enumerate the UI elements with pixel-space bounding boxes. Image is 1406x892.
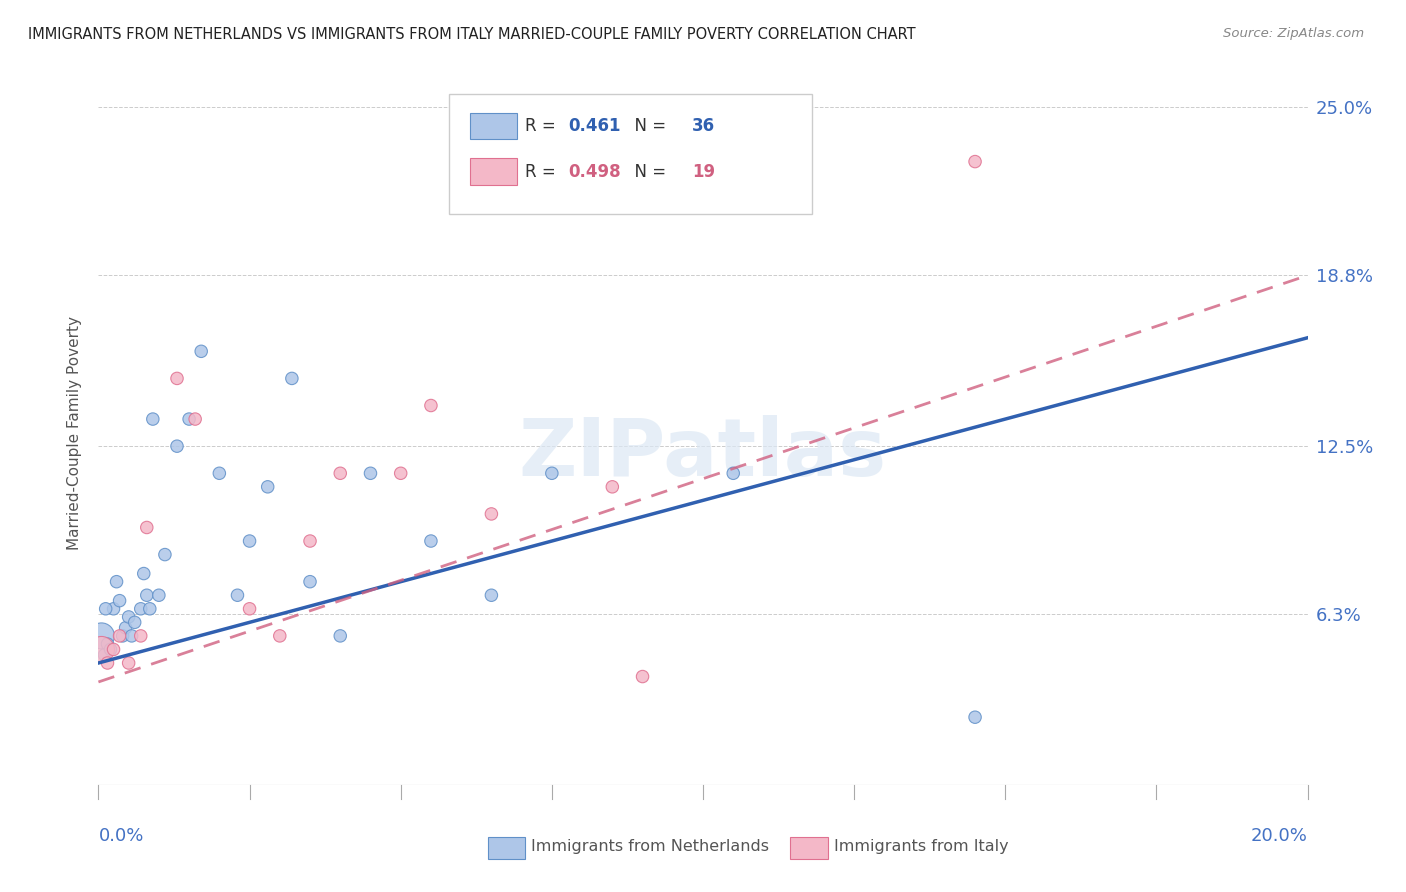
Point <box>481 588 503 602</box>
Text: R =: R = <box>524 163 561 181</box>
Point <box>90 642 112 657</box>
Point <box>103 601 125 615</box>
Text: 19: 19 <box>692 163 716 181</box>
Point <box>226 588 249 602</box>
FancyBboxPatch shape <box>470 112 516 139</box>
Point <box>239 534 262 549</box>
FancyBboxPatch shape <box>488 837 526 859</box>
Point <box>108 629 131 643</box>
Point <box>96 656 118 670</box>
Point <box>105 574 128 589</box>
Point <box>166 371 188 385</box>
Point <box>103 642 125 657</box>
Point <box>100 642 122 657</box>
Point <box>631 669 654 683</box>
Point <box>256 480 278 494</box>
Text: 36: 36 <box>692 117 716 135</box>
Point <box>132 566 155 581</box>
Text: N =: N = <box>624 163 672 181</box>
Point <box>329 467 352 481</box>
Text: Immigrants from Italy: Immigrants from Italy <box>834 839 1008 855</box>
Point <box>540 467 562 481</box>
Point <box>602 480 624 494</box>
Point <box>139 601 162 615</box>
Point <box>299 574 322 589</box>
Point <box>114 621 136 635</box>
Point <box>481 507 503 521</box>
Point <box>239 601 262 615</box>
Text: R =: R = <box>524 117 561 135</box>
Text: N =: N = <box>624 117 672 135</box>
FancyBboxPatch shape <box>790 837 828 859</box>
Point <box>124 615 146 630</box>
Text: Source: ZipAtlas.com: Source: ZipAtlas.com <box>1223 27 1364 40</box>
Point <box>299 534 322 549</box>
Point <box>94 601 117 615</box>
Point <box>148 588 170 602</box>
Text: 20.0%: 20.0% <box>1251 827 1308 846</box>
Point <box>135 520 157 534</box>
Point <box>166 439 188 453</box>
Point <box>184 412 207 426</box>
Point <box>281 371 304 385</box>
FancyBboxPatch shape <box>470 159 516 186</box>
Point <box>153 548 176 562</box>
Point <box>121 629 143 643</box>
Point <box>96 637 118 651</box>
Point <box>329 629 352 643</box>
Y-axis label: Married-Couple Family Poverty: Married-Couple Family Poverty <box>67 316 83 549</box>
Text: ZIPatlas: ZIPatlas <box>519 415 887 492</box>
Point <box>129 629 152 643</box>
Point <box>208 467 231 481</box>
Point <box>142 412 165 426</box>
Point <box>93 648 115 662</box>
Text: 0.0%: 0.0% <box>98 827 143 846</box>
Point <box>389 467 412 481</box>
Text: IMMIGRANTS FROM NETHERLANDS VS IMMIGRANTS FROM ITALY MARRIED-COUPLE FAMILY POVER: IMMIGRANTS FROM NETHERLANDS VS IMMIGRANT… <box>28 27 915 42</box>
Point <box>190 344 212 359</box>
Text: 0.461: 0.461 <box>568 117 621 135</box>
Point <box>179 412 201 426</box>
Text: 0.498: 0.498 <box>568 163 621 181</box>
Point <box>90 629 112 643</box>
Text: Immigrants from Netherlands: Immigrants from Netherlands <box>531 839 769 855</box>
Point <box>420 399 443 413</box>
Point <box>129 601 152 615</box>
Point <box>965 154 987 169</box>
Point <box>135 588 157 602</box>
Point <box>269 629 291 643</box>
Point <box>111 629 134 643</box>
Point <box>965 710 987 724</box>
Point <box>360 467 382 481</box>
Point <box>723 467 745 481</box>
FancyBboxPatch shape <box>449 95 811 214</box>
Point <box>118 610 141 624</box>
Point <box>118 656 141 670</box>
Point <box>420 534 443 549</box>
Point <box>108 593 131 607</box>
